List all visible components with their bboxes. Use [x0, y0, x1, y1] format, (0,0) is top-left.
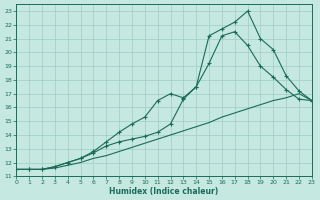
X-axis label: Humidex (Indice chaleur): Humidex (Indice chaleur) [109, 187, 219, 196]
